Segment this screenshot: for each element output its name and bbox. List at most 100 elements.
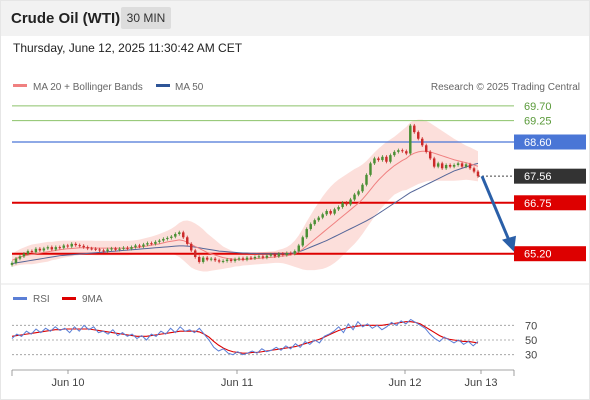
- candle-body: [58, 247, 62, 249]
- candle-body: [448, 165, 452, 167]
- candle: [110, 246, 113, 252]
- candle: [341, 201, 344, 209]
- rsi-panel: RSI 9MA 70 50 30: [11, 294, 537, 362]
- candle: [289, 251, 293, 256]
- candle-body: [10, 262, 14, 265]
- ma50-line: [11, 162, 479, 265]
- candle-body: [189, 243, 193, 251]
- candle: [464, 162, 468, 169]
- candle: [444, 163, 448, 170]
- candle-body: [158, 240, 161, 242]
- candle: [50, 245, 54, 252]
- candle: [313, 218, 316, 226]
- candle: [229, 257, 233, 263]
- candle: [377, 156, 380, 162]
- candle-body: [265, 255, 269, 258]
- candle-body: [22, 253, 26, 257]
- candle: [432, 156, 436, 169]
- candle-body: [162, 238, 165, 241]
- candle-body: [98, 249, 101, 251]
- candle-body: [468, 164, 472, 169]
- candle: [186, 235, 189, 246]
- price-legend: MA 20 + Bollinger Bands MA 50 Research ©…: [13, 82, 580, 93]
- candle: [468, 162, 472, 170]
- candle-body: [82, 245, 85, 248]
- candle: [58, 245, 62, 250]
- candle: [241, 256, 245, 262]
- candle: [201, 256, 205, 264]
- x-axis: Jun 10 Jun 11 Jun 12 Jun 13: [11, 369, 515, 389]
- candle-body: [193, 250, 197, 257]
- price-plot: 69.70 69.25 68.60 67.56 66.75 65.20: [10, 101, 586, 272]
- pivot-level-label: 68.60: [524, 137, 552, 149]
- x-tick-label: Jun 12: [388, 377, 421, 389]
- support-level-label: 65.20: [524, 249, 552, 261]
- candle-body: [337, 207, 340, 210]
- candle: [452, 163, 456, 169]
- candle-body: [46, 247, 50, 249]
- candle: [297, 243, 301, 253]
- x-tick-label: Jun 11: [221, 377, 253, 389]
- candle: [174, 232, 177, 239]
- candle: [10, 261, 14, 267]
- candle-body: [321, 214, 324, 218]
- candle-body: [417, 132, 420, 139]
- candle-body: [452, 165, 456, 167]
- candle: [94, 247, 97, 252]
- candle-body: [389, 155, 392, 162]
- candle-body: [381, 156, 384, 161]
- candle-body: [432, 158, 436, 167]
- candle: [86, 245, 89, 251]
- candle-body: [476, 171, 480, 177]
- rsi-ma-legend-swatch: [62, 297, 76, 300]
- candle: [321, 212, 324, 220]
- candle: [409, 123, 412, 156]
- candle: [301, 235, 304, 248]
- candle: [261, 254, 265, 260]
- candle-body: [409, 125, 412, 154]
- candle: [182, 230, 185, 239]
- bollinger-band: [12, 119, 478, 272]
- candle-body: [281, 253, 285, 256]
- candle-body: [472, 168, 476, 172]
- candle: [134, 243, 137, 249]
- candle-body: [464, 164, 468, 167]
- candle: [30, 249, 34, 254]
- ma20-legend-label: MA 20 + Bollinger Bands: [33, 82, 143, 93]
- candle-body: [317, 217, 320, 221]
- candle-body: [261, 256, 265, 258]
- candle-body: [114, 248, 117, 250]
- candle-body: [357, 191, 360, 195]
- candle-body: [182, 232, 185, 238]
- candle: [130, 245, 133, 251]
- candle: [249, 256, 253, 260]
- candle-body: [293, 251, 297, 254]
- candle-body: [456, 163, 460, 165]
- candle-body: [269, 254, 273, 256]
- candle-body: [373, 158, 376, 164]
- candle-body: [142, 244, 145, 247]
- timeframe-badge[interactable]: 30 MIN: [121, 7, 171, 29]
- candle-body: [213, 258, 217, 261]
- report-datetime: Thursday, June 12, 2025 11:30:42 AM CET: [13, 41, 243, 55]
- candle-body: [146, 243, 149, 245]
- candle: [98, 247, 101, 253]
- candle-body: [353, 194, 356, 200]
- ma20-legend-swatch: [13, 84, 27, 87]
- candle-body: [170, 236, 173, 238]
- candle: [193, 248, 197, 259]
- rsi-legend-swatch: [13, 297, 27, 300]
- candle-body: [78, 245, 81, 247]
- candle-body: [325, 211, 328, 215]
- candle-body: [138, 245, 141, 247]
- candle: [122, 246, 125, 251]
- candle: [309, 222, 312, 231]
- candle: [281, 252, 285, 257]
- candle: [66, 243, 69, 249]
- candle-body: [154, 241, 157, 244]
- candle-body: [289, 253, 293, 255]
- candle-body: [365, 174, 368, 185]
- candle-body: [297, 245, 301, 252]
- candle-body: [257, 256, 261, 258]
